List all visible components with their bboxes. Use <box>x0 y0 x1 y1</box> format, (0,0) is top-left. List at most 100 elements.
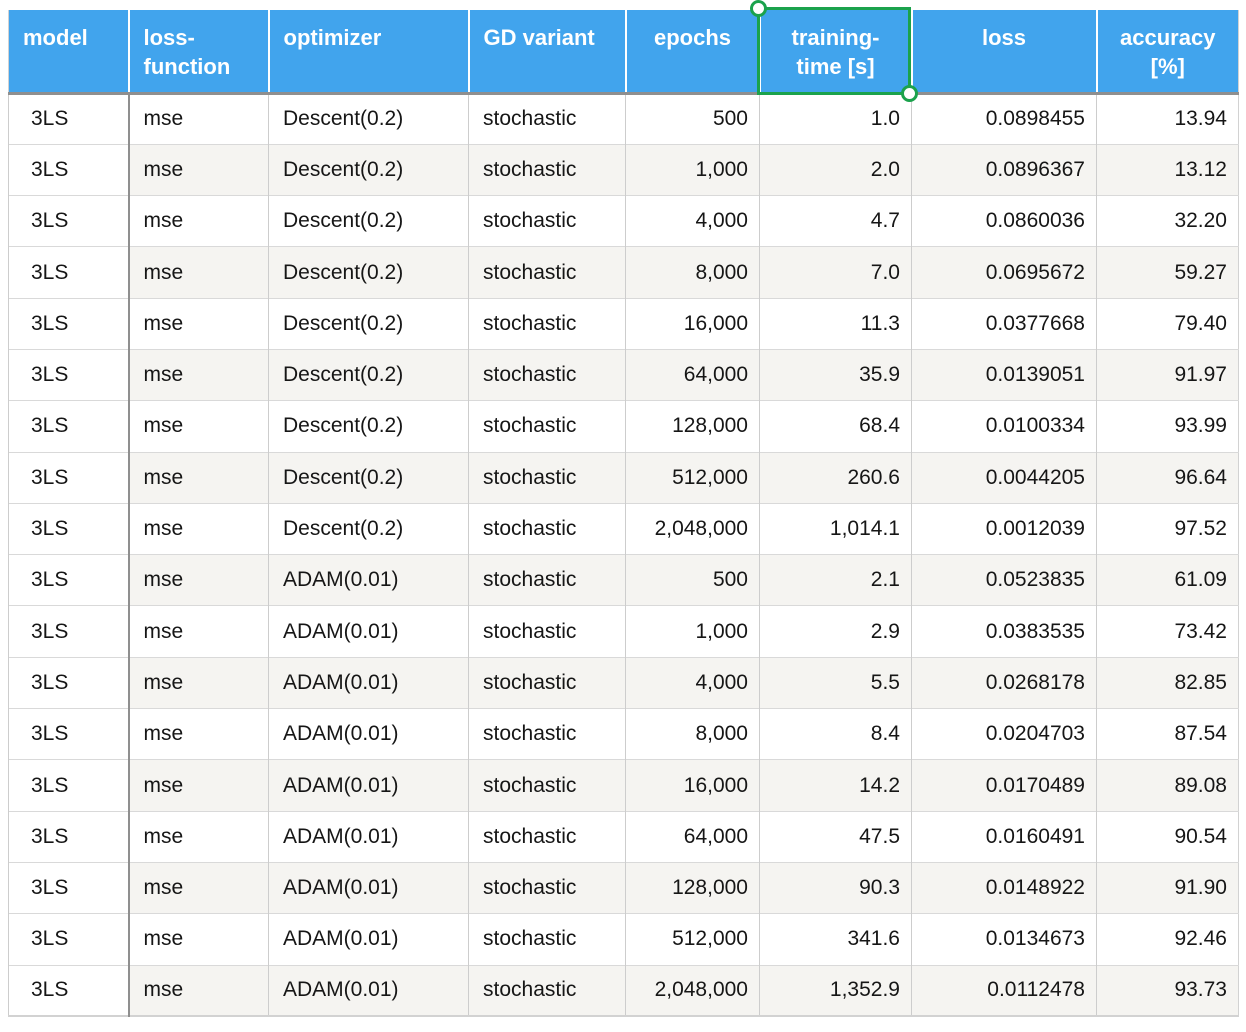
cell-accuracy: 79.40 <box>1096 297 1239 350</box>
cell-loss-function: mse <box>128 810 269 863</box>
cell-optimizer: Descent(0.2) <box>268 92 469 145</box>
column-header-optimizer[interactable]: optimizer <box>267 10 469 95</box>
cell-model: 3LS <box>8 554 130 606</box>
cell-accuracy: 61.09 <box>1096 554 1239 606</box>
cell-loss: 0.0100334 <box>911 400 1097 453</box>
cell-loss-function: mse <box>128 195 269 247</box>
cell-training-time: 8.4 <box>759 708 912 760</box>
column-header-model[interactable]: model <box>8 10 129 95</box>
cell-gd-variant: stochastic <box>468 400 626 453</box>
cell-gd-variant: stochastic <box>468 759 626 812</box>
cell-optimizer: Descent(0.2) <box>268 143 469 196</box>
cell-epochs: 8,000 <box>625 246 760 299</box>
cell-epochs: 128,000 <box>625 400 760 453</box>
column-header-loss-function[interactable]: loss- function <box>127 10 269 95</box>
cell-loss-function: mse <box>128 246 269 299</box>
cell-optimizer: ADAM(0.01) <box>268 554 469 606</box>
cell-epochs: 512,000 <box>625 913 760 966</box>
cell-epochs: 2,048,000 <box>625 502 760 555</box>
cell-training-time: 260.6 <box>759 451 912 504</box>
column-header-gd-variant[interactable]: GD variant <box>467 10 626 95</box>
cell-loss-function: mse <box>128 297 269 350</box>
cell-model: 3LS <box>8 913 130 966</box>
cell-model: 3LS <box>8 297 130 350</box>
cell-gd-variant: stochastic <box>468 143 626 196</box>
table-row: 3LS mse ADAM(0.01) stochastic 2,048,000 1,352… <box>8 964 1239 1017</box>
selection-handle-bottom-right[interactable] <box>901 85 918 102</box>
table-row: 3LS mse ADAM(0.01) stochastic 500 2.1 0.052383… <box>8 554 1239 606</box>
cell-optimizer: ADAM(0.01) <box>268 708 469 760</box>
cell-training-time: 68.4 <box>759 400 912 453</box>
cell-optimizer: Descent(0.2) <box>268 451 469 504</box>
table-body: 3LS mse Descent(0.2) stochastic 500 1.0 0.0898… <box>8 92 1239 1017</box>
cell-optimizer: ADAM(0.01) <box>268 656 469 709</box>
cell-model: 3LS <box>8 656 130 709</box>
cell-optimizer: ADAM(0.01) <box>268 810 469 863</box>
cell-optimizer: Descent(0.2) <box>268 400 469 453</box>
table-row: 3LS mse Descent(0.2) stochastic 1,000 2.0 0.08… <box>8 143 1239 196</box>
cell-model: 3LS <box>8 605 130 658</box>
cell-accuracy: 13.12 <box>1096 143 1239 196</box>
cell-model: 3LS <box>8 810 130 863</box>
column-header-training-time[interactable]: training- time [s] <box>758 10 912 95</box>
cell-training-time: 1,352.9 <box>759 964 912 1017</box>
column-header-accuracy[interactable]: accuracy [%] <box>1095 10 1239 95</box>
table-row: 3LS mse ADAM(0.01) stochastic 128,000 90.3 0.0… <box>8 861 1239 914</box>
cell-epochs: 500 <box>625 554 760 606</box>
cell-epochs: 128,000 <box>625 861 760 914</box>
cell-accuracy: 32.20 <box>1096 195 1239 247</box>
cell-gd-variant: stochastic <box>468 451 626 504</box>
header-row: model loss- function optimizer GD variant ep… <box>8 10 1239 95</box>
cell-gd-variant: stochastic <box>468 605 626 658</box>
cell-accuracy: 91.90 <box>1096 861 1239 914</box>
cell-accuracy: 93.99 <box>1096 400 1239 453</box>
table-row: 3LS mse Descent(0.2) stochastic 500 1.0 0.0898… <box>8 92 1239 145</box>
cell-model: 3LS <box>8 195 130 247</box>
column-header-loss[interactable]: loss <box>910 10 1097 95</box>
cell-accuracy: 90.54 <box>1096 810 1239 863</box>
cell-training-time: 4.7 <box>759 195 912 247</box>
cell-model: 3LS <box>8 451 130 504</box>
cell-training-time: 11.3 <box>759 297 912 350</box>
cell-epochs: 4,000 <box>625 195 760 247</box>
cell-gd-variant: stochastic <box>468 92 626 145</box>
cell-epochs: 64,000 <box>625 348 760 401</box>
cell-optimizer: ADAM(0.01) <box>268 759 469 812</box>
cell-loss: 0.0112478 <box>911 964 1097 1017</box>
cell-model: 3LS <box>8 502 130 555</box>
cell-optimizer: ADAM(0.01) <box>268 964 469 1017</box>
table-row: 3LS mse Descent(0.2) stochastic 64,000 35.9 0.… <box>8 348 1239 401</box>
table-row: 3LS mse ADAM(0.01) stochastic 8,000 8.4 0.0204… <box>8 708 1239 760</box>
cell-epochs: 500 <box>625 92 760 145</box>
cell-accuracy: 73.42 <box>1096 605 1239 658</box>
cell-epochs: 512,000 <box>625 451 760 504</box>
cell-training-time: 47.5 <box>759 810 912 863</box>
cell-loss-function: mse <box>128 400 269 453</box>
cell-optimizer: ADAM(0.01) <box>268 605 469 658</box>
cell-epochs: 4,000 <box>625 656 760 709</box>
cell-gd-variant: stochastic <box>468 502 626 555</box>
cell-loss-function: mse <box>128 143 269 196</box>
cell-training-time: 2.9 <box>759 605 912 658</box>
cell-loss-function: mse <box>128 92 269 145</box>
cell-optimizer: Descent(0.2) <box>268 348 469 401</box>
cell-model: 3LS <box>8 861 130 914</box>
cell-accuracy: 82.85 <box>1096 656 1239 709</box>
cell-loss: 0.0160491 <box>911 810 1097 863</box>
cell-accuracy: 59.27 <box>1096 246 1239 299</box>
cell-epochs: 1,000 <box>625 143 760 196</box>
cell-loss: 0.0204703 <box>911 708 1097 760</box>
cell-loss-function: mse <box>128 554 269 606</box>
cell-gd-variant: stochastic <box>468 195 626 247</box>
cell-loss: 0.0695672 <box>911 246 1097 299</box>
cell-training-time: 5.5 <box>759 656 912 709</box>
column-header-epochs[interactable]: epochs <box>624 10 760 95</box>
cell-optimizer: Descent(0.2) <box>268 195 469 247</box>
selection-handle-top-left[interactable] <box>750 0 767 17</box>
cell-loss-function: mse <box>128 861 269 914</box>
column-selection-box[interactable] <box>750 0 918 102</box>
cell-training-time: 7.0 <box>759 246 912 299</box>
cell-gd-variant: stochastic <box>468 246 626 299</box>
cell-training-time: 341.6 <box>759 913 912 966</box>
